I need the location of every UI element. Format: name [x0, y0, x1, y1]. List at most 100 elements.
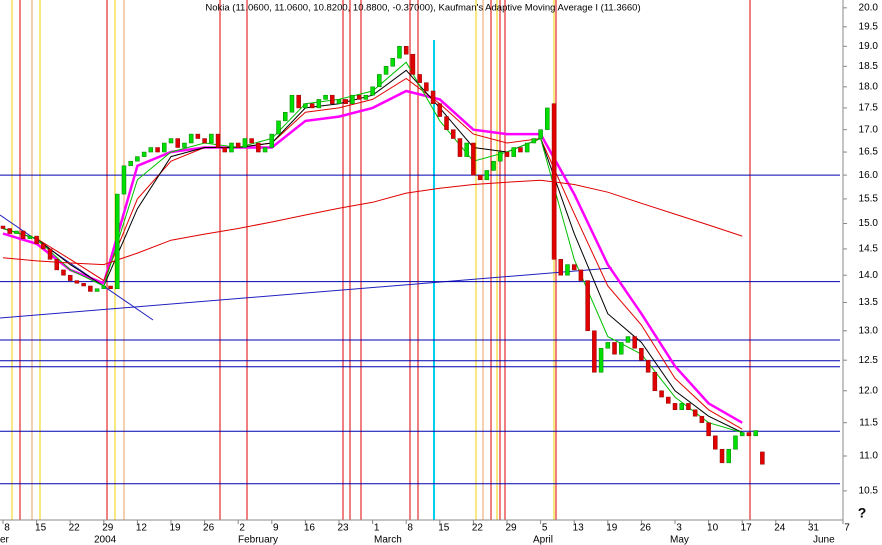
- y-tick-label: 15.5: [859, 194, 879, 205]
- month-label: 2004: [94, 535, 117, 545]
- month-label: April: [533, 535, 553, 545]
- x-tick-label: 5: [542, 523, 548, 534]
- candle: [424, 82, 429, 92]
- candle: [457, 138, 463, 157]
- candle: [417, 74, 422, 83]
- x-tick-label: 15: [35, 523, 47, 534]
- candle: [450, 129, 456, 139]
- candle: [222, 147, 228, 153]
- chart-title: Nokia (11.0600, 11.0600, 10.8200, 10.880…: [205, 3, 640, 14]
- y-tick-label: 19.5: [859, 21, 879, 32]
- x-tick-label: 31: [808, 523, 820, 534]
- candle: [94, 288, 100, 292]
- candle: [397, 46, 402, 59]
- candle: [88, 285, 93, 292]
- candle: [323, 94, 328, 100]
- x-tick-label: 26: [203, 523, 215, 534]
- candle: [618, 342, 624, 355]
- candle: [639, 348, 644, 361]
- candle: [739, 432, 745, 437]
- y-tick-label: 11.0: [859, 451, 878, 462]
- candle: [491, 160, 496, 171]
- candle: [699, 415, 705, 423]
- x-tick-label: 3: [676, 523, 682, 534]
- y-tick-label: 16.5: [859, 147, 879, 158]
- candle: [34, 235, 39, 245]
- candle: [209, 133, 214, 144]
- month-label: er: [0, 535, 10, 545]
- candle: [686, 403, 691, 411]
- candle: [135, 156, 140, 162]
- candle: [571, 264, 577, 271]
- candle: [551, 103, 557, 260]
- candle: [430, 90, 436, 104]
- candle: [477, 174, 483, 181]
- x-tick-label: 22: [472, 523, 484, 534]
- x-tick-label: 26: [640, 523, 652, 534]
- x-tick-label: 29: [102, 523, 114, 534]
- y-tick-label: 18.5: [859, 61, 879, 72]
- candle: [296, 94, 301, 109]
- x-tick-label: 24: [774, 523, 786, 534]
- trend-line: [0, 214, 154, 321]
- candle: [753, 430, 758, 437]
- candle: [81, 283, 86, 287]
- candle: [215, 133, 221, 148]
- candle: [444, 116, 449, 130]
- candle: [558, 259, 564, 276]
- candle: [27, 235, 33, 239]
- candle: [504, 151, 510, 157]
- y-tick-label: 20.0: [859, 2, 879, 13]
- candle: [719, 448, 725, 464]
- candle: [0, 225, 6, 229]
- x-tick-label: 12: [136, 523, 148, 534]
- candle: [101, 285, 107, 289]
- x-tick-label: 22: [69, 523, 81, 534]
- candle: [54, 259, 60, 271]
- x-tick-label: 10: [707, 523, 719, 534]
- date-markers: [11, 0, 751, 520]
- candle: [666, 396, 671, 404]
- candle: [585, 280, 590, 332]
- x-tick-label: 15: [438, 523, 450, 534]
- candle: [652, 372, 658, 392]
- x-tick-label: 8: [407, 523, 413, 534]
- candle: [383, 66, 389, 75]
- candle: [706, 422, 711, 437]
- help-mark[interactable]: ?: [858, 505, 867, 521]
- x-tick-label: 2: [239, 523, 245, 534]
- candle: [679, 403, 684, 411]
- candle: [692, 409, 698, 417]
- candle: [303, 103, 308, 109]
- month-label: February: [238, 535, 278, 545]
- candle: [188, 133, 194, 144]
- candle: [7, 228, 12, 234]
- candle: [249, 138, 254, 144]
- moving-average: [2, 77, 743, 430]
- candle: [350, 94, 355, 104]
- candle: [61, 269, 66, 276]
- x-tick-label: 19: [169, 523, 181, 534]
- candle: [155, 147, 160, 153]
- candle: [390, 57, 396, 67]
- y-tick-label: 17.5: [859, 103, 879, 114]
- candle: [524, 142, 530, 153]
- candle: [746, 432, 752, 437]
- candle: [316, 99, 322, 109]
- candle: [168, 138, 174, 144]
- candle: [578, 269, 584, 281]
- candle: [229, 142, 234, 153]
- candle: [484, 170, 490, 181]
- candle: [598, 348, 604, 373]
- candle: [256, 142, 261, 153]
- candle: [672, 403, 678, 411]
- candle: [343, 99, 348, 104]
- y-tick-label: 12.5: [859, 355, 879, 366]
- candle: [175, 138, 180, 148]
- y-tick-label: 13.0: [859, 325, 879, 336]
- candle: [235, 142, 241, 148]
- candle: [538, 129, 543, 139]
- y-tick-label: 10.5: [859, 486, 879, 497]
- month-label: March: [374, 535, 402, 545]
